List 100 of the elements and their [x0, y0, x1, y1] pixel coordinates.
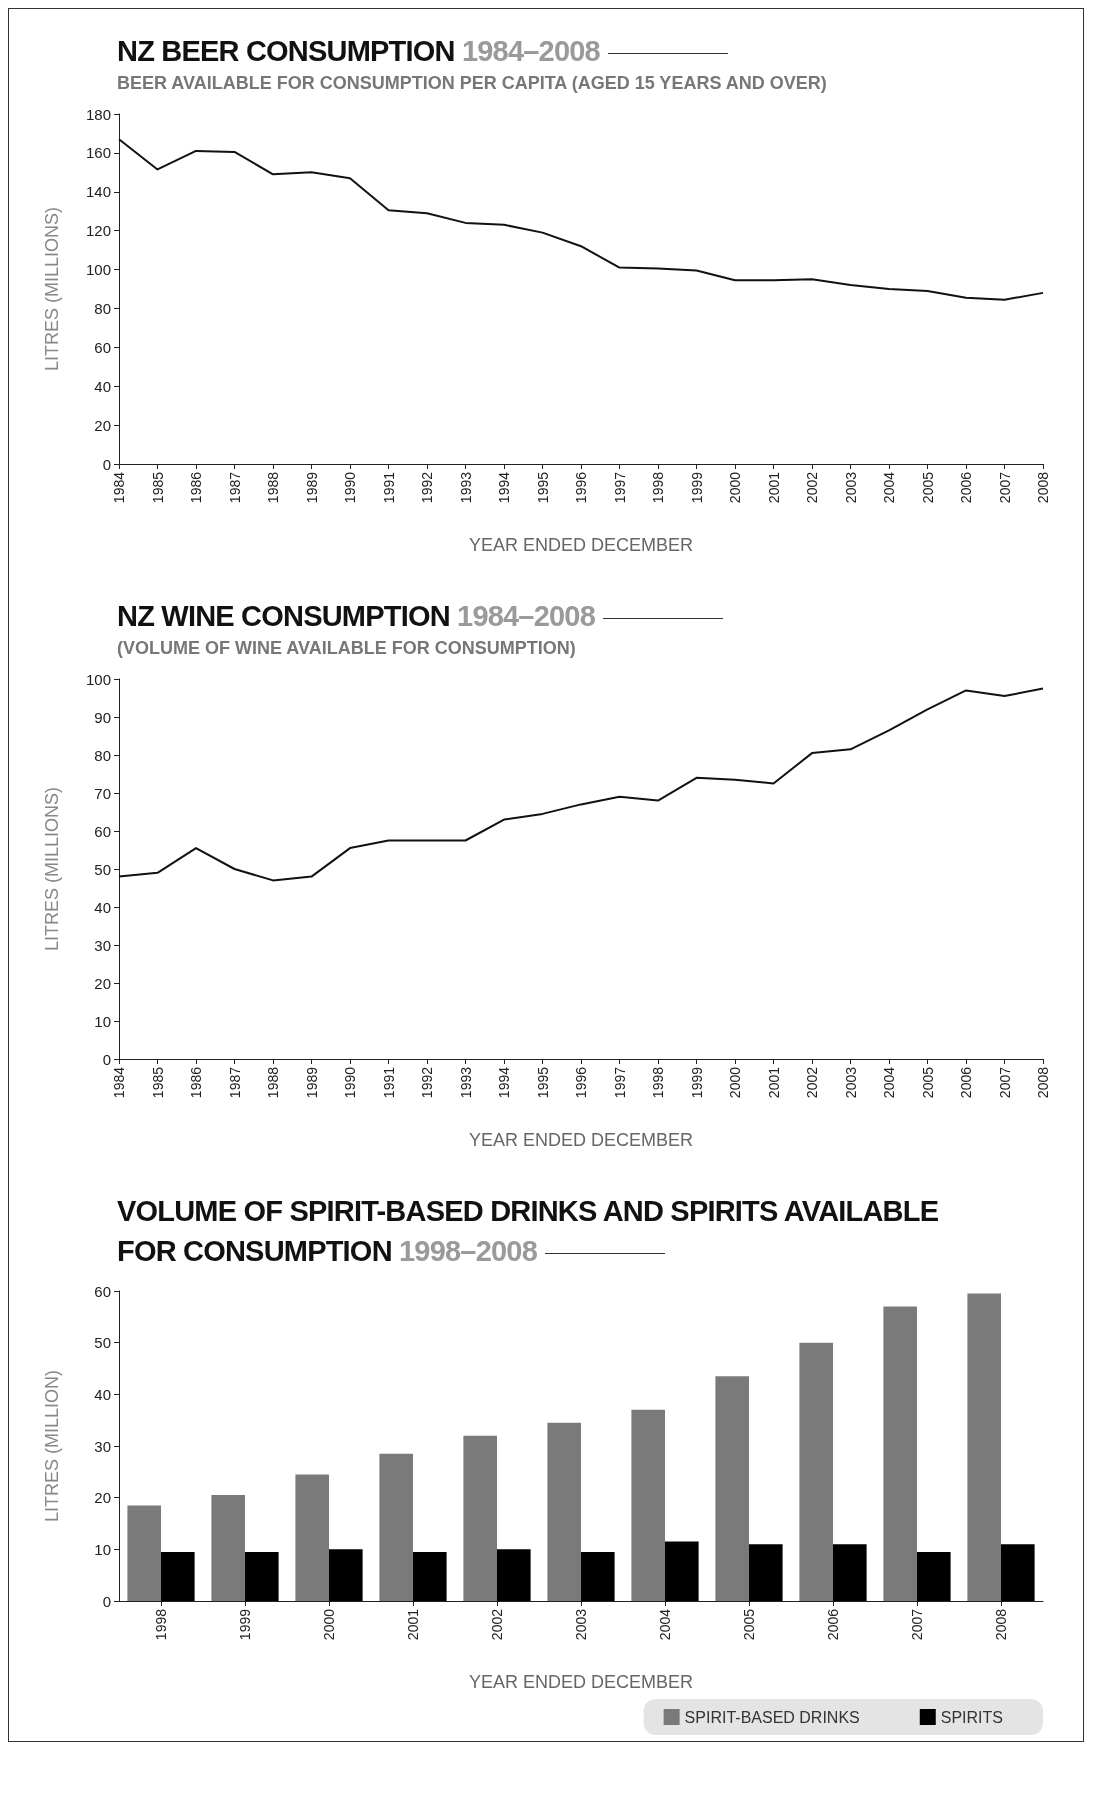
bar — [883, 1306, 917, 1601]
x-axis-title: YEAR ENDED DECEMBER — [468, 1130, 694, 1150]
bar — [463, 1435, 497, 1601]
chart-title: VOLUME OF SPIRIT-BASED DRINKS AND SPIRITS AVAILABLE FOR CONSUMPTION 1998–2008 — [117, 1195, 939, 1267]
x-tick-label: 1997 — [611, 471, 628, 504]
y-tick-label: 120 — [85, 222, 111, 240]
x-tick-label: 2003 — [842, 471, 859, 504]
chart-title: NZ BEER CONSUMPTION 1984–2008 — [117, 35, 600, 67]
bar — [413, 1551, 447, 1601]
x-tick-label: 1993 — [457, 1066, 474, 1099]
bar — [833, 1544, 867, 1601]
bar — [379, 1453, 413, 1601]
x-tick-label: 1991 — [380, 471, 397, 504]
y-tick-label: 0 — [102, 1592, 111, 1610]
chart-title: NZ WINE CONSUMPTION 1984–2008 — [117, 600, 596, 632]
x-tick-label: 1995 — [534, 471, 551, 504]
x-tick-label: 2004 — [881, 471, 897, 504]
x-tick-label: 2008 — [1035, 1066, 1051, 1099]
bar — [665, 1541, 699, 1601]
x-tick-label: 1985 — [149, 471, 166, 504]
bar — [799, 1342, 833, 1601]
legend-label: SPIRIT-BASED DRINKS — [684, 1708, 860, 1726]
bar — [547, 1422, 581, 1601]
y-tick-label: 10 — [94, 1540, 111, 1558]
x-tick-label: 1986 — [188, 471, 204, 504]
x-tick-label: 1987 — [226, 471, 243, 504]
x-tick-label: 1999 — [688, 471, 705, 504]
bar — [917, 1551, 951, 1601]
bar — [245, 1551, 279, 1601]
x-tick-label: 1999 — [688, 1066, 705, 1099]
x-tick-label: 1992 — [419, 1066, 435, 1099]
x-tick-label: 2002 — [804, 1066, 820, 1099]
y-tick-label: 100 — [85, 261, 111, 279]
y-tick-label: 140 — [85, 183, 111, 201]
x-tick-label: 2000 — [727, 1066, 743, 1099]
x-tick-label: 1997 — [611, 1066, 628, 1099]
x-tick-label: 2000 — [727, 471, 743, 504]
y-tick-label: 0 — [102, 1050, 111, 1068]
x-axis-title: YEAR ENDED DECEMBER — [468, 535, 694, 555]
y-axis-title: LITRES (MILLIONS) — [42, 206, 62, 372]
x-tick-label: 2007 — [996, 1066, 1013, 1099]
x-tick-label: 2006 — [958, 1066, 974, 1099]
x-tick-label: 2001 — [765, 471, 782, 504]
y-tick-label: 100 — [85, 670, 111, 688]
bar — [749, 1544, 783, 1601]
x-tick-label: 1999 — [237, 1608, 253, 1641]
x-axis-title: YEAR ENDED DECEMBER — [468, 1672, 694, 1692]
x-tick-label: 1987 — [226, 1066, 243, 1099]
bar — [329, 1549, 363, 1601]
x-tick-label: 2004 — [657, 1608, 673, 1641]
x-tick-label: 2007 — [996, 471, 1013, 504]
y-tick-label: 40 — [94, 898, 111, 916]
x-tick-label: 1984 — [111, 1066, 127, 1099]
x-tick-label: 2003 — [573, 1608, 589, 1641]
x-tick-label: 2000 — [321, 1608, 337, 1641]
x-tick-label: 2008 — [993, 1608, 1009, 1641]
y-tick-label: 60 — [94, 1282, 111, 1300]
x-tick-label: 1998 — [650, 1066, 666, 1099]
x-tick-label: 1996 — [573, 471, 589, 504]
y-tick-label: 20 — [94, 1489, 111, 1507]
x-tick-label: 2005 — [919, 471, 936, 504]
x-tick-label: 2006 — [825, 1608, 841, 1641]
x-tick-label: 2001 — [765, 1066, 782, 1099]
chart-subtitle: BEER AVAILABLE FOR CONSUMPTION PER CAPITA (AGED 15 YEARS AND OVER) — [117, 73, 828, 94]
bar — [127, 1505, 161, 1601]
x-tick-label: 1990 — [342, 471, 358, 504]
x-tick-label: 2005 — [741, 1608, 757, 1641]
x-tick-label: 1990 — [342, 1066, 358, 1099]
x-tick-label: 2006 — [958, 471, 974, 504]
x-tick-label: 1986 — [188, 1066, 204, 1099]
x-tick-label: 1989 — [303, 1066, 320, 1099]
x-tick-label: 1984 — [111, 471, 127, 504]
bar — [967, 1293, 1001, 1601]
line-series — [118, 138, 1044, 301]
y-tick-label: 20 — [94, 416, 111, 434]
bar — [211, 1495, 245, 1601]
y-tick-label: 20 — [94, 974, 111, 992]
y-axis-title: LITRES (MILLIONS) — [42, 786, 62, 952]
x-tick-label: 2003 — [842, 1066, 859, 1099]
x-tick-label: 1992 — [419, 471, 435, 504]
legend-label: SPIRITS — [940, 1708, 1003, 1726]
x-tick-label: 1998 — [153, 1608, 169, 1641]
x-tick-label: 1988 — [265, 1066, 281, 1099]
bar — [1001, 1544, 1035, 1601]
bar — [497, 1549, 531, 1601]
x-tick-label: 2008 — [1035, 471, 1051, 504]
y-tick-label: 90 — [94, 708, 111, 726]
y-tick-label: 80 — [94, 299, 111, 317]
bar — [581, 1551, 615, 1601]
x-tick-label: 1993 — [457, 471, 474, 504]
x-tick-label: 1998 — [650, 471, 666, 504]
bar — [295, 1474, 329, 1601]
y-tick-label: 40 — [94, 377, 111, 395]
x-tick-label: 1988 — [265, 471, 281, 504]
y-tick-label: 50 — [94, 1334, 111, 1352]
x-tick-label: 2002 — [489, 1608, 505, 1641]
bar — [161, 1551, 195, 1601]
y-axis-title: LITRES (MILLION) — [42, 1369, 62, 1523]
y-tick-label: 40 — [94, 1385, 111, 1403]
x-tick-label: 2005 — [919, 1066, 936, 1099]
